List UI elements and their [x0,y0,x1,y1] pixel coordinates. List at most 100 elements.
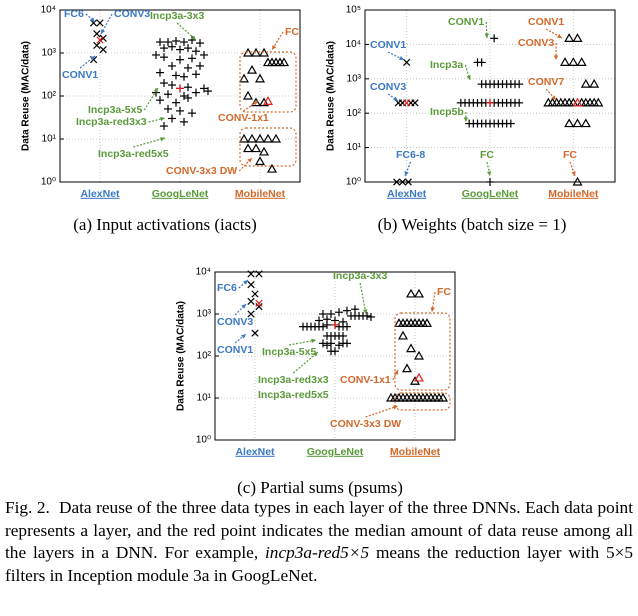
data-point [188,36,196,45]
data-point [343,322,351,331]
y-axis-label: Data Reuse (MAC/data) [176,301,187,411]
data-point [176,84,184,93]
annotation: FC [437,286,451,298]
data-point [156,96,164,105]
marker-stroke [572,176,583,186]
y-tick-label: 10¹ [347,142,362,153]
marker-stroke [242,143,254,153]
data-point [255,302,263,311]
data-point [168,81,176,90]
arrow-head [463,117,469,122]
data-point [184,93,192,102]
x-tick-label: GoogLeNet [307,446,364,458]
data-point [200,50,208,59]
group-box [239,51,297,113]
marker-stroke [413,350,425,360]
marker-stroke [568,57,579,66]
marker-stroke [255,299,263,307]
arrow-head [399,56,404,60]
data-point [176,55,184,64]
data-point [413,288,425,298]
annotation: FC [563,149,577,161]
marker-stroke [589,78,600,88]
data-point [180,92,188,100]
data-point [367,312,375,321]
plot-frame [59,9,301,183]
arrow-head [466,75,471,80]
data-point [405,343,417,353]
y-tick-label: 10² [197,351,212,362]
data-point [168,114,176,123]
arrow-head [90,17,95,22]
arrow-head [160,116,165,122]
annotation: CONV1 [62,69,98,81]
marker-stroke [405,288,417,298]
marker-stroke [437,392,449,402]
marker-stroke [262,133,274,143]
data-point [251,329,259,337]
arrow-head [363,309,368,314]
marker-stroke [238,73,250,83]
data-point [331,347,339,356]
x-tick-label: AlexNet [235,446,275,458]
y-tick-label: 10⁵ [346,5,361,16]
data-point [404,178,412,186]
y-tick-label: 10⁴ [346,39,361,50]
data-point [184,44,192,53]
data-point [572,118,583,128]
arrow-head [313,352,318,357]
arrow-head [551,95,556,100]
marker-stroke [580,78,591,88]
marker-stroke [559,57,571,66]
data-point [351,305,359,314]
arrow-head [241,304,246,309]
data-point [559,57,571,66]
data-point [343,306,351,315]
marker-stroke [401,363,413,373]
data-point [172,71,180,80]
caption-label: Fig. 2. [5,498,50,517]
data-point [411,99,419,107]
data-point [246,64,258,74]
data-point [413,372,425,382]
y-tick-label: 10⁰ [196,435,211,446]
data-point [319,339,327,348]
data-point [262,96,274,105]
data-point [160,44,168,53]
plot-frame [214,271,456,441]
annotation: CONV1 [448,16,484,28]
annotation-arrow [359,282,367,315]
data-point [331,320,339,329]
marker-stroke [270,133,282,143]
arrow-head [393,405,398,410]
data-point [192,47,200,56]
annotation: CONV3 [518,37,554,49]
marker-stroke [262,96,274,105]
data-point [319,310,327,318]
marker-stroke [405,343,417,353]
marker-stroke [96,36,104,44]
annotation: Incp3a-red5x5 [258,389,329,401]
data-point [572,176,583,186]
arrow-head [160,137,165,142]
data-point [160,53,168,62]
data-point [405,288,417,298]
data-point [192,88,200,97]
marker-stroke [572,33,583,42]
marker-stroke [99,45,107,54]
annotation: CONV-3x3 DW [330,418,401,430]
data-point [323,341,331,350]
data-point [398,178,407,186]
marker-stroke [572,118,583,128]
data-point [278,57,290,67]
figure: 10⁰ 10¹ 10² 10³ 10⁴ AlexNet GoogLeNet MobileNet… [21,5,616,497]
marker-stroke [564,118,575,128]
annotation: Incp3a-red3x3 [258,374,329,386]
data-point [246,133,258,143]
annotation: CONV3 [217,316,253,328]
data-point [564,118,575,128]
annotation: Incp3a-red5x5 [98,148,169,160]
data-point [99,45,107,54]
y-tick-label: 10³ [42,48,57,59]
data-point [156,38,164,47]
